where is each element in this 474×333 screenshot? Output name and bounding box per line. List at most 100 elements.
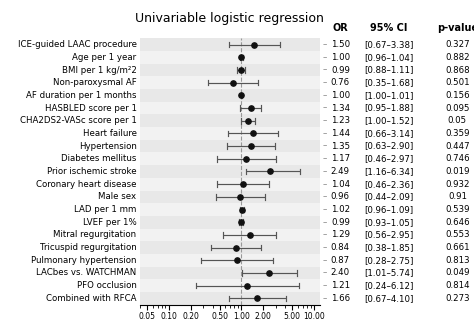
Bar: [140, 203, 320, 216]
Text: –: –: [322, 180, 327, 189]
Text: 0.87: 0.87: [331, 256, 350, 265]
Text: 0.76: 0.76: [331, 78, 350, 87]
Text: 0.96: 0.96: [331, 192, 350, 201]
Text: 2.49: 2.49: [331, 167, 350, 176]
Text: Age per 1 year: Age per 1 year: [73, 53, 137, 62]
Text: 0.646: 0.646: [445, 218, 470, 227]
Bar: [140, 254, 320, 267]
Text: [1.00–1.52]: [1.00–1.52]: [364, 116, 413, 125]
Text: LVEF per 1%: LVEF per 1%: [83, 218, 137, 227]
Text: 0.882: 0.882: [445, 53, 470, 62]
Text: [0.96–1.09]: [0.96–1.09]: [364, 205, 413, 214]
Text: PFO occlusion: PFO occlusion: [77, 281, 137, 290]
Text: Coronary heart disease: Coronary heart disease: [36, 180, 137, 189]
Text: Male sex: Male sex: [99, 192, 137, 201]
Text: –: –: [322, 256, 327, 265]
Text: 2.40: 2.40: [331, 268, 350, 277]
Text: 1.35: 1.35: [331, 142, 350, 151]
Text: 0.539: 0.539: [445, 205, 470, 214]
Text: 0.447: 0.447: [445, 142, 470, 151]
Text: –: –: [322, 154, 327, 163]
Text: 0.05: 0.05: [448, 116, 467, 125]
Text: Hypertension: Hypertension: [79, 142, 137, 151]
Text: 0.99: 0.99: [331, 66, 350, 75]
Text: 0.932: 0.932: [445, 180, 470, 189]
Bar: [140, 102, 320, 115]
Text: [0.38–1.85]: [0.38–1.85]: [364, 243, 413, 252]
Text: [0.46–2.36]: [0.46–2.36]: [364, 180, 413, 189]
Text: –: –: [322, 129, 327, 138]
Text: [0.67–4.10]: [0.67–4.10]: [364, 294, 413, 303]
Text: Heart failure: Heart failure: [82, 129, 137, 138]
Bar: [140, 267, 320, 279]
Bar: [140, 51, 320, 64]
Bar: [140, 292, 320, 305]
Bar: [140, 127, 320, 140]
Text: HASBLED score per 1: HASBLED score per 1: [45, 104, 137, 113]
Bar: [140, 115, 320, 127]
Text: 1.00: 1.00: [331, 91, 350, 100]
Bar: [140, 241, 320, 254]
Text: 1.29: 1.29: [331, 230, 350, 239]
Text: [0.66–3.14]: [0.66–3.14]: [364, 129, 413, 138]
Text: [0.93–1.05]: [0.93–1.05]: [364, 218, 413, 227]
Text: –: –: [322, 192, 327, 201]
Text: 0.156: 0.156: [445, 91, 470, 100]
Text: [0.67–3.38]: [0.67–3.38]: [364, 40, 413, 49]
Text: Combined with RFCA: Combined with RFCA: [46, 294, 137, 303]
Text: LACbes vs. WATCHMAN: LACbes vs. WATCHMAN: [36, 268, 137, 277]
Bar: [140, 153, 320, 165]
Text: Prior ischemic stroke: Prior ischemic stroke: [47, 167, 137, 176]
Bar: [140, 165, 320, 178]
Text: [1.00–1.01]: [1.00–1.01]: [364, 91, 413, 100]
Text: Pulmonary hypertension: Pulmonary hypertension: [31, 256, 137, 265]
Text: [0.95–1.88]: [0.95–1.88]: [364, 104, 413, 113]
Text: Univariable logistic regression: Univariable logistic regression: [136, 12, 324, 25]
Text: 1.34: 1.34: [331, 104, 350, 113]
Text: 0.868: 0.868: [445, 66, 470, 75]
Text: –: –: [322, 205, 327, 214]
Text: 0.99: 0.99: [331, 218, 350, 227]
Text: [0.46–2.97]: [0.46–2.97]: [364, 154, 413, 163]
Text: AF duration per 1 months: AF duration per 1 months: [26, 91, 137, 100]
Text: [1.16–6.34]: [1.16–6.34]: [364, 167, 413, 176]
Text: [0.96–1.04]: [0.96–1.04]: [364, 53, 413, 62]
Text: [0.44–2.09]: [0.44–2.09]: [364, 192, 413, 201]
Text: –: –: [322, 268, 327, 277]
Text: [0.24–6.12]: [0.24–6.12]: [364, 281, 413, 290]
Text: [0.28–2.75]: [0.28–2.75]: [364, 256, 413, 265]
Text: Tricuspid regurgitation: Tricuspid regurgitation: [40, 243, 137, 252]
Text: 0.501: 0.501: [445, 78, 470, 87]
Bar: [140, 64, 320, 76]
Text: 0.84: 0.84: [331, 243, 350, 252]
Text: p-value: p-value: [437, 23, 474, 33]
Bar: [140, 140, 320, 153]
Text: –: –: [322, 142, 327, 151]
Text: –: –: [322, 167, 327, 176]
Text: OR: OR: [332, 23, 348, 33]
Text: CHA2DS2-VASc score per 1: CHA2DS2-VASc score per 1: [19, 116, 137, 125]
Text: –: –: [322, 78, 327, 87]
Text: LAD per 1 mm: LAD per 1 mm: [74, 205, 137, 214]
Text: 0.814: 0.814: [445, 281, 470, 290]
Text: 1.23: 1.23: [331, 116, 350, 125]
Text: 0.359: 0.359: [445, 129, 470, 138]
Text: 0.553: 0.553: [445, 230, 470, 239]
Text: Diabetes mellitus: Diabetes mellitus: [61, 154, 137, 163]
Text: –: –: [322, 53, 327, 62]
Text: Non-paroxysmal AF: Non-paroxysmal AF: [53, 78, 137, 87]
Bar: [140, 190, 320, 203]
Text: 1.66: 1.66: [331, 294, 350, 303]
Text: Mitral regurgitation: Mitral regurgitation: [54, 230, 137, 239]
Text: –: –: [322, 243, 327, 252]
Text: –: –: [322, 218, 327, 227]
Text: –: –: [322, 104, 327, 113]
Bar: [140, 38, 320, 51]
Text: [1.01–5.74]: [1.01–5.74]: [364, 268, 413, 277]
Text: [0.56–2.95]: [0.56–2.95]: [364, 230, 413, 239]
Bar: [140, 76, 320, 89]
Text: 0.813: 0.813: [445, 256, 470, 265]
Text: 0.327: 0.327: [445, 40, 470, 49]
Bar: [140, 178, 320, 190]
Text: 0.91: 0.91: [448, 192, 467, 201]
